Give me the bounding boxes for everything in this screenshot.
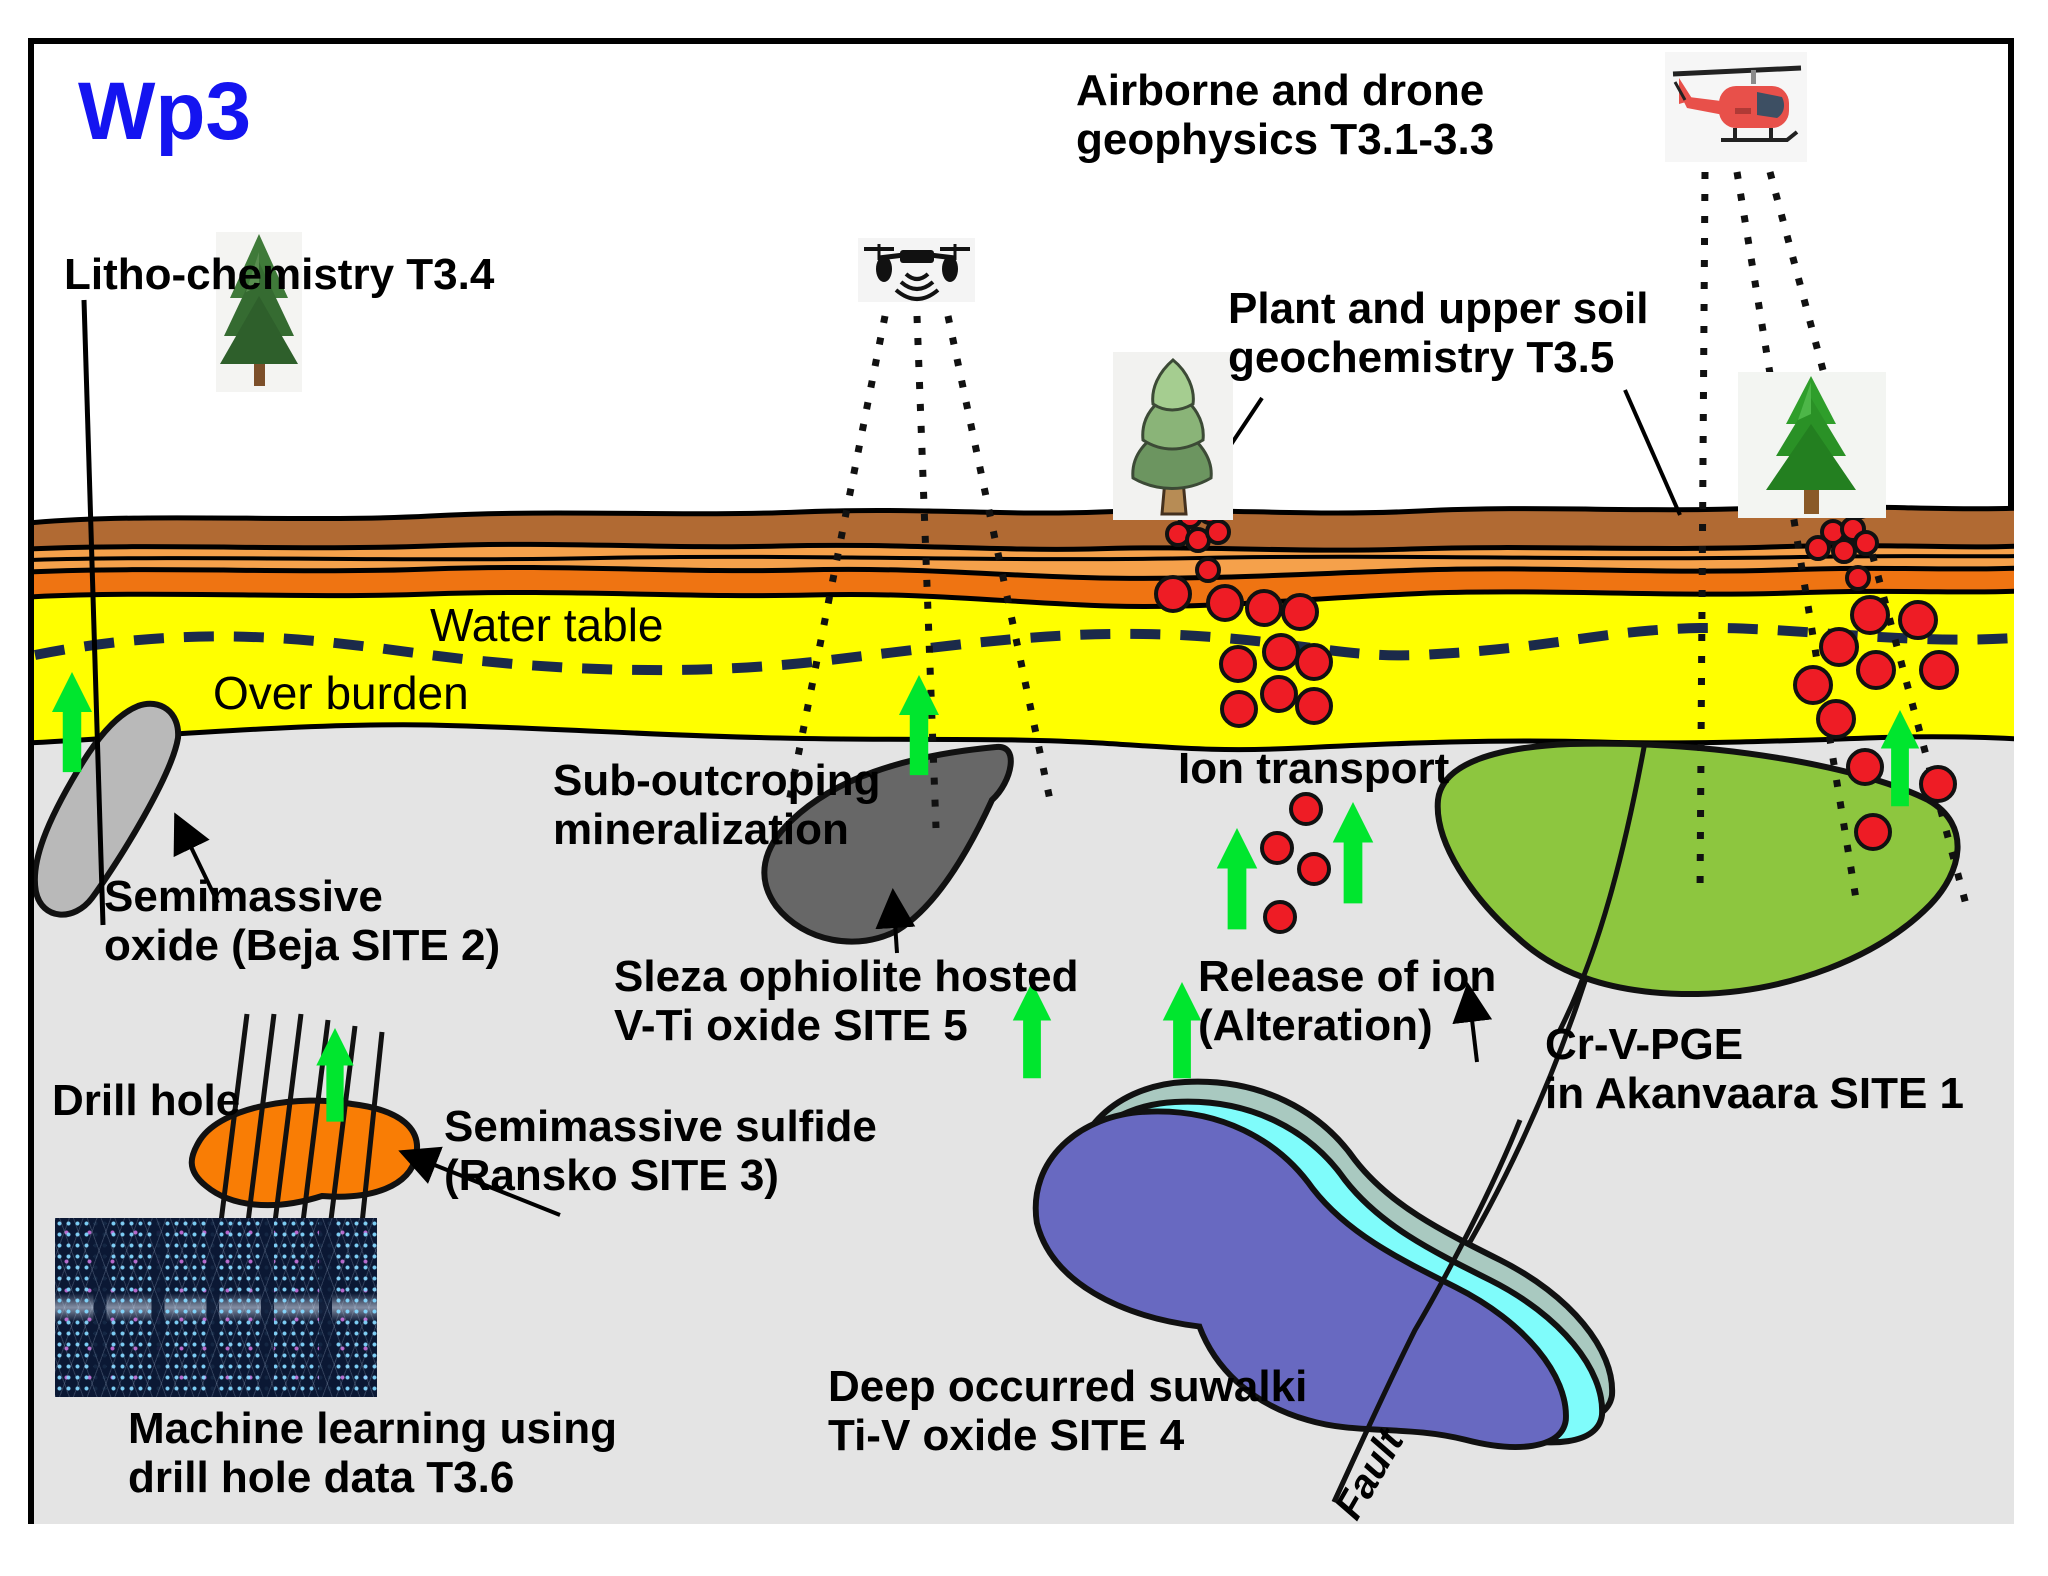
tree-icon-left	[216, 232, 302, 392]
site3-arrow	[398, 1146, 561, 1217]
label-line: (Alteration)	[1198, 1001, 1433, 1051]
label-line: V-Ti oxide SITE 5	[614, 1001, 968, 1051]
label-line: in Akanvaara SITE 1	[1545, 1069, 1965, 1119]
label-line: Semimassive sulfide	[444, 1102, 877, 1151]
site2-arrow	[173, 812, 220, 904]
label-line: Ti-V oxide SITE 4	[828, 1411, 1185, 1461]
water-table-line	[34, 622, 2014, 676]
label-line: Cr-V-PGE	[1545, 1020, 1744, 1069]
label-line: Machine learning using	[128, 1404, 617, 1453]
drone-scan-line	[783, 315, 889, 813]
label-line: Airborne and drone	[1076, 66, 1485, 115]
label-line: geochemistry T3.5	[1228, 333, 1615, 383]
label-line: Release of ion	[1198, 952, 1497, 1001]
tree-icon-right	[1738, 372, 1886, 518]
page-title: Wp3	[78, 66, 252, 157]
site1-arrow	[1452, 982, 1493, 1063]
litho-drill-line	[81, 299, 106, 926]
label-airborne-geophysics: Airborne and drone geophysics T3.1-3.3	[1076, 66, 1494, 165]
label-litho-chemistry: Litho-chemistry T3.4	[64, 250, 495, 299]
machine-learning-image	[55, 1218, 377, 1397]
label-site1-akanvaara: Cr-V-PGE in Akanvaara SITE 1	[1545, 1020, 1964, 1119]
label-site4-suwalki: Deep occurred suwalki Ti-V oxide SITE 4	[828, 1362, 1307, 1461]
label-plant-soil-geochemistry: Plant and upper soil geochemistry T3.5	[1228, 284, 1649, 383]
drone-scan-line	[944, 315, 1054, 801]
label-site3-ransko: Semimassive sulfide (Ransko SITE 3)	[444, 1102, 877, 1201]
label-line: Deep occurred suwalki	[828, 1362, 1308, 1411]
label-line: (Ransko SITE 3)	[444, 1151, 779, 1201]
site4-suwalki-blob	[1032, 1078, 1616, 1450]
label-machine-learning: Machine learning using drill hole data T3…	[128, 1404, 617, 1503]
fault-line-overlay	[1557, 741, 1648, 1032]
label-line: drill hole data T3.6	[128, 1453, 515, 1503]
label-ion-transport: Ion transport	[1178, 744, 1450, 793]
label-line: Sleza ophiolite hosted	[614, 952, 1079, 1001]
heli-scan-line	[1733, 171, 1861, 906]
label-line: oxide (Beja SITE 2)	[104, 921, 501, 971]
label-line: Plant and upper soil	[1228, 284, 1649, 333]
label-line: Semimassive	[104, 872, 383, 921]
label-site5-sleza: Sleza ophiolite hosted V-Ti oxide SITE 5	[614, 952, 1079, 1051]
label-sub-outcropping: Sub-outcroping mineralization	[553, 756, 881, 855]
tree-icon-middle	[1113, 352, 1233, 520]
label-site2-beja: Semimassive oxide (Beja SITE 2)	[104, 872, 500, 971]
label-line: Sub-outcroping	[553, 756, 881, 805]
ion-dots	[1154, 499, 1959, 934]
label-line: mineralization	[553, 805, 849, 855]
label-release-of-ion: Release of ion (Alteration)	[1198, 952, 1496, 1051]
fault-line-lower-overlay	[1331, 1119, 1523, 1504]
label-line: geophysics T3.1-3.3	[1076, 115, 1495, 165]
label-overburden: Over burden	[213, 667, 469, 719]
site5-arrow	[875, 888, 916, 954]
soil-inner-line	[34, 554, 2014, 562]
label-water-table: Water table	[430, 599, 664, 651]
site1-akanvaara-blob	[1434, 740, 1961, 998]
helicopter-icon	[1665, 52, 1807, 162]
drone-icon	[858, 238, 975, 302]
site5-sleza-blob	[761, 743, 1014, 945]
drill-hole-lines	[216, 1013, 385, 1301]
label-drill-hole: Drill hole	[52, 1076, 241, 1125]
plant-pointer-right	[1623, 389, 1682, 516]
